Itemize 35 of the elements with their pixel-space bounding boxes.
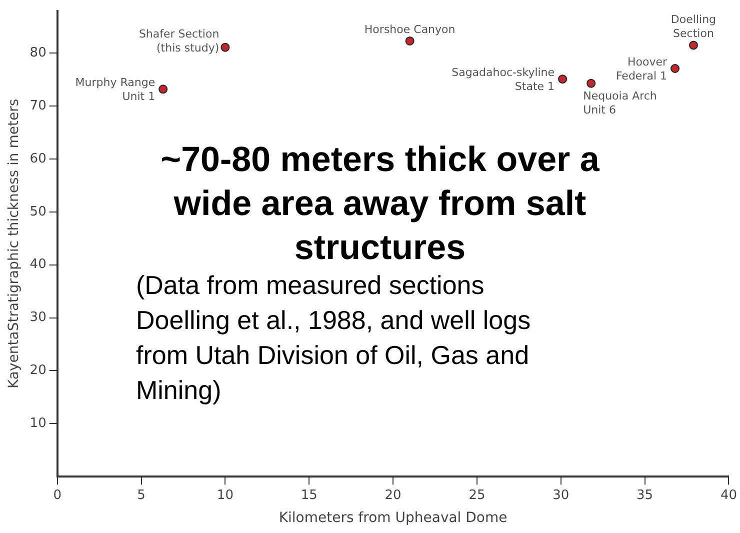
annotation: Murphy Range Unit 1	[75, 76, 156, 104]
y-tick-label: 20	[30, 363, 46, 378]
y-axis-title: KayentaStratigraphic thickness in meters	[6, 98, 22, 389]
annotation: (Data from measured sections Doelling et al., 1988, and well logs from Utah Division of Oil, Gas and Mining)	[136, 269, 532, 407]
annotation: Horshoe Canyon	[364, 22, 456, 36]
y-tick-label: 80	[30, 46, 46, 61]
y-tick-label: 70	[30, 98, 46, 114]
y-tick-label: 40	[30, 257, 46, 272]
point	[670, 64, 680, 73]
x-tick-label: 40	[720, 488, 737, 503]
y-tick-label: 10	[30, 416, 46, 432]
point	[586, 78, 596, 88]
point	[405, 36, 414, 46]
x-tick-label: 5	[137, 488, 146, 503]
x-axis-title: Kilometers from Upheaval Dome	[278, 510, 508, 526]
x-tick-label: 30	[552, 488, 570, 503]
point	[158, 84, 168, 94]
point	[220, 42, 230, 52]
point	[558, 74, 568, 84]
y-tick-label: 50	[30, 204, 46, 220]
point	[688, 40, 698, 50]
x-tick-label: 20	[384, 488, 402, 503]
x-tick-label: 0	[53, 488, 62, 503]
annotation: Nequoia Arch Unit 6	[583, 89, 657, 116]
annotation: ~70-80 meters thick over a wide area away from salt structures	[160, 139, 600, 269]
y-tick-label: 30	[30, 310, 46, 326]
annotation: Sagadahoc-skyline State 1	[452, 66, 555, 94]
x-tick-label: 15	[300, 488, 318, 503]
annotation: Doelling Section	[670, 13, 716, 40]
annotation: Shafer Section (this study)	[138, 27, 220, 54]
annotation: Hoover Federal 1	[616, 55, 668, 82]
x-tick-label: 35	[636, 488, 654, 503]
y-tick-label: 60	[30, 151, 46, 166]
x-tick-label: 25	[468, 488, 486, 503]
x-tick-label: 10	[216, 488, 234, 503]
